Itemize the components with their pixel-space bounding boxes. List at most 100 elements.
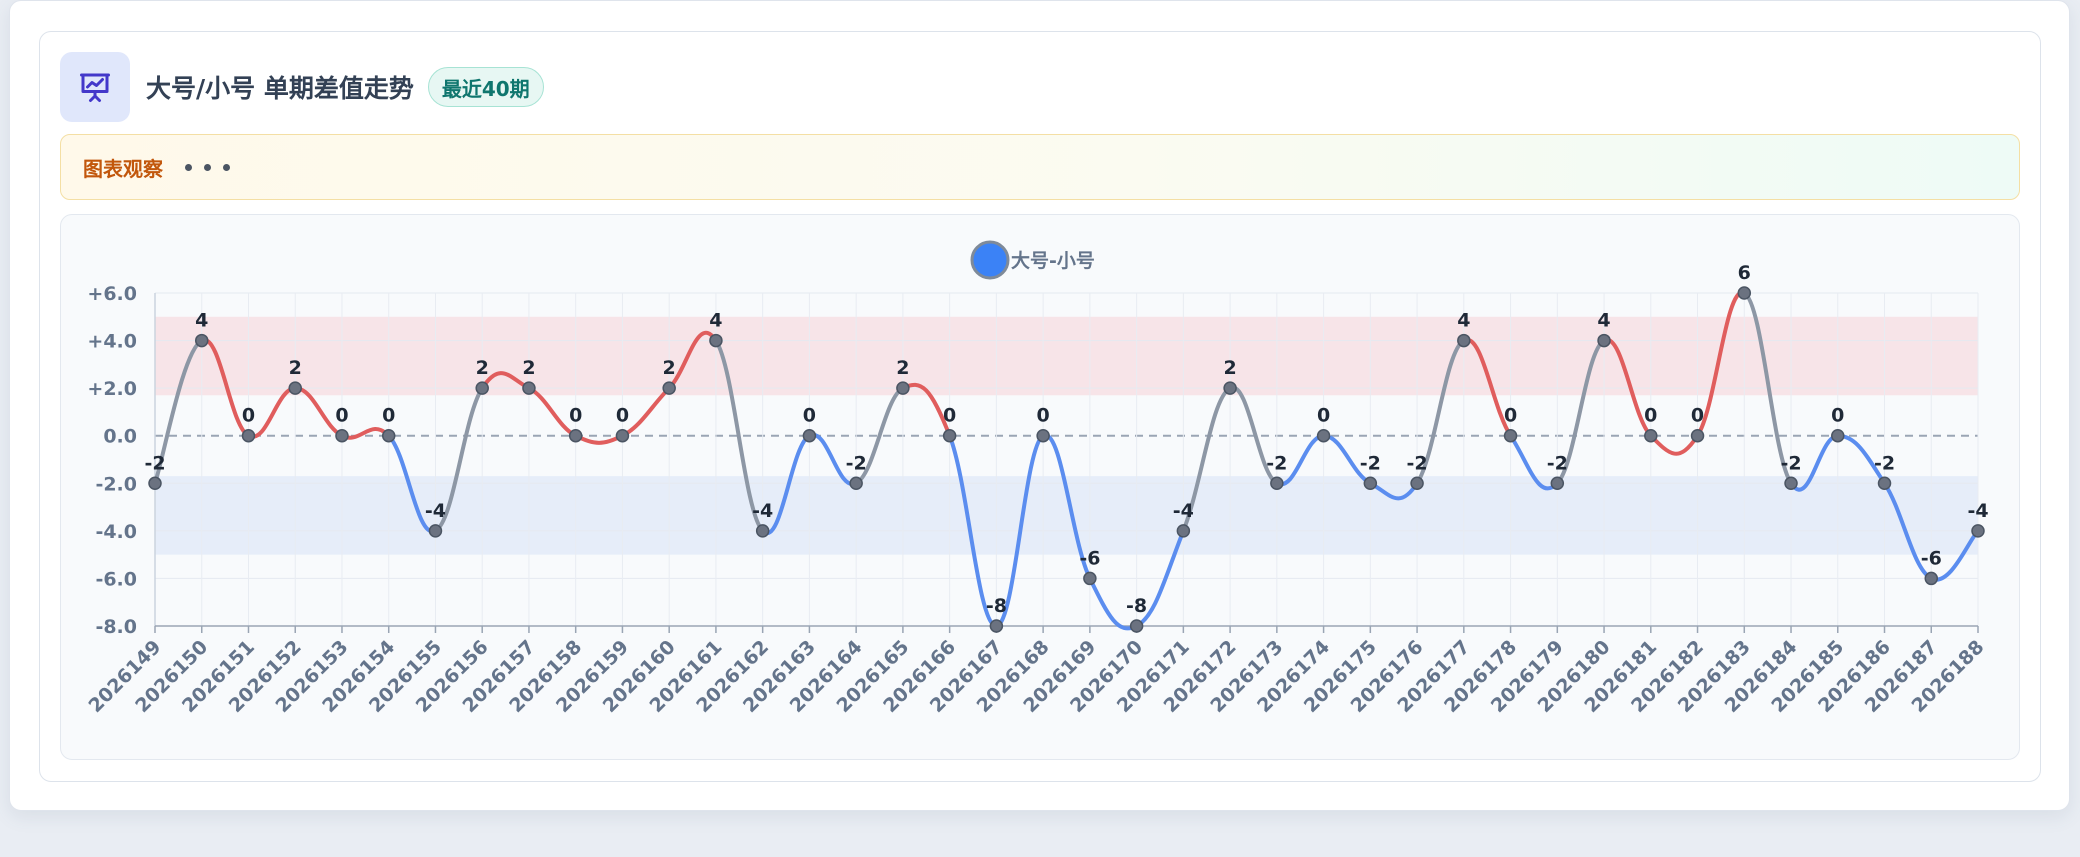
data-label: -4 bbox=[1967, 500, 1988, 522]
data-label: -2 bbox=[1360, 452, 1381, 474]
chart-panel: +6.0 +4.0 +2.0 0.0 -2.0 -4.0 -6.0 -8.0 2026149 20… bbox=[60, 214, 2020, 760]
data-label: 2 bbox=[896, 357, 909, 379]
y-tick-label: -4.0 bbox=[95, 521, 137, 543]
data-label: 0 bbox=[335, 405, 348, 427]
series-line-segment bbox=[153, 338, 204, 486]
data-point bbox=[1690, 428, 1705, 443]
legend-label: 大号-小号 bbox=[1011, 249, 1095, 272]
data-label: 4 bbox=[1597, 310, 1610, 332]
series-line-segment bbox=[947, 433, 999, 628]
data-label: -6 bbox=[1079, 547, 1100, 569]
legend-marker bbox=[970, 240, 1010, 280]
data-point bbox=[522, 381, 536, 395]
data-label: -2 bbox=[1874, 452, 1895, 474]
data-point bbox=[942, 428, 957, 443]
data-label: 0 bbox=[1504, 405, 1517, 427]
data-label: -8 bbox=[1126, 595, 1147, 617]
data-point bbox=[989, 619, 1004, 633]
series-line-segment bbox=[573, 433, 625, 445]
data-label: 0 bbox=[1691, 405, 1704, 427]
data-label: -2 bbox=[846, 452, 867, 474]
series-line-segment bbox=[1648, 433, 1700, 456]
data-point bbox=[1877, 476, 1892, 491]
data-label: 0 bbox=[803, 405, 816, 427]
data-point bbox=[1223, 381, 1237, 395]
data-label: 2 bbox=[522, 357, 535, 379]
y-tick-label: 0.0 bbox=[103, 426, 137, 448]
data-label: 0 bbox=[1831, 405, 1844, 427]
data-point bbox=[1083, 571, 1097, 586]
data-label: -6 bbox=[1921, 547, 1942, 569]
observation-label: 图表观察 bbox=[83, 156, 163, 181]
data-point bbox=[1737, 286, 1752, 300]
data-label: -2 bbox=[1266, 452, 1287, 474]
data-label: 2 bbox=[1223, 357, 1236, 379]
data-label: 0 bbox=[943, 405, 956, 427]
data-point bbox=[802, 428, 817, 443]
data-label: -2 bbox=[1547, 452, 1568, 474]
chart-title: 大号/小号 单期差值走势 bbox=[146, 74, 414, 103]
series-line-segment bbox=[854, 386, 905, 486]
data-point bbox=[428, 524, 443, 538]
data-label: 4 bbox=[195, 310, 208, 332]
line-chart: +6.0+4.0+2.00.0-2.0-4.0-6.0-8.0202614920… bbox=[85, 240, 1989, 717]
data-point bbox=[241, 428, 256, 443]
series-line-segment bbox=[1882, 481, 1934, 581]
data-point bbox=[1270, 476, 1284, 491]
data-point bbox=[1316, 428, 1331, 443]
data-label: -8 bbox=[986, 595, 1007, 617]
data-label: 0 bbox=[382, 405, 395, 427]
data-label: 2 bbox=[663, 357, 676, 379]
series-line-segment bbox=[246, 386, 298, 439]
band-positive bbox=[155, 316, 1978, 396]
series-line-segment bbox=[1134, 528, 1186, 628]
data-point bbox=[1363, 476, 1378, 491]
series-line-segment bbox=[667, 330, 718, 391]
data-point bbox=[381, 428, 396, 443]
data-label: -4 bbox=[425, 500, 446, 522]
data-point bbox=[1924, 571, 1939, 586]
series-line-segment bbox=[1415, 338, 1466, 486]
data-label: 4 bbox=[1457, 310, 1470, 332]
data-point bbox=[849, 476, 863, 491]
data-point bbox=[1176, 524, 1191, 538]
data-point bbox=[896, 381, 910, 395]
data-label: 2 bbox=[289, 357, 302, 379]
data-label: -2 bbox=[144, 452, 165, 474]
y-tick-label: -8.0 bbox=[95, 616, 137, 638]
observation-bar[interactable]: 图表观察 bbox=[60, 134, 2020, 200]
data-label: 4 bbox=[709, 310, 722, 332]
data-label: -4 bbox=[1173, 500, 1194, 522]
data-point bbox=[1550, 476, 1565, 491]
data-point bbox=[475, 381, 489, 395]
data-label: -4 bbox=[752, 500, 773, 522]
data-point bbox=[194, 333, 209, 348]
data-label: -2 bbox=[1780, 452, 1801, 474]
data-label: -2 bbox=[1407, 452, 1428, 474]
data-point bbox=[1644, 428, 1658, 443]
data-label: 0 bbox=[569, 405, 582, 427]
data-point bbox=[335, 428, 349, 443]
data-point bbox=[755, 524, 770, 538]
y-tick-label: +2.0 bbox=[87, 378, 137, 400]
data-point bbox=[1457, 333, 1471, 348]
series-line-segment bbox=[1742, 291, 1794, 486]
data-point bbox=[148, 476, 162, 491]
data-point bbox=[709, 333, 723, 348]
loading-dots-icon bbox=[185, 163, 230, 171]
data-label: 0 bbox=[242, 405, 255, 427]
data-point bbox=[1597, 333, 1611, 348]
data-label: 0 bbox=[1644, 405, 1657, 427]
data-point bbox=[1784, 476, 1798, 491]
data-point bbox=[1971, 524, 1985, 538]
data-point bbox=[288, 381, 302, 395]
y-tick-label: +6.0 bbox=[87, 283, 137, 305]
data-point bbox=[615, 428, 630, 443]
data-point bbox=[662, 381, 676, 395]
y-tick-label: -2.0 bbox=[95, 473, 137, 495]
data-point bbox=[1129, 619, 1144, 633]
series-line-segment bbox=[713, 338, 765, 533]
data-point bbox=[1410, 476, 1424, 491]
data-label: 6 bbox=[1738, 262, 1751, 284]
data-label: 0 bbox=[1037, 405, 1050, 427]
